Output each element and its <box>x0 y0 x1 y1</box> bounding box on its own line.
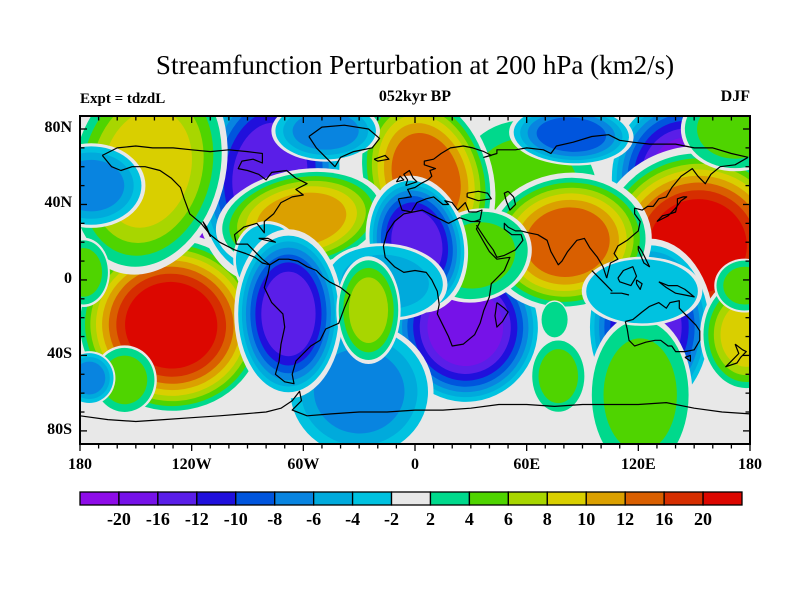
colorbar-label-4: 4 <box>464 509 474 529</box>
colorbar-cell-9 <box>429 491 471 506</box>
colorbar-label--10: -10 <box>223 509 248 529</box>
coastline <box>725 343 747 368</box>
coastline <box>382 209 511 347</box>
coastline <box>308 124 381 168</box>
colorbar-label-8: 8 <box>542 509 552 529</box>
coastline <box>397 196 483 223</box>
colorbar-label--20: -20 <box>106 509 131 529</box>
lon-tick-label-0: 0 <box>411 456 419 473</box>
coastline <box>475 222 608 279</box>
coastline <box>658 281 695 298</box>
anomaly-dateline-equator-east-high <box>714 258 750 313</box>
lat-tick-label-40N: 40N <box>44 194 72 212</box>
colorbar-label-16: 16 <box>655 509 674 529</box>
colorbar-cell-10 <box>468 491 510 506</box>
anomaly-south-australia-high <box>587 314 693 444</box>
colorbar-cell-7 <box>351 491 393 506</box>
colorbar-cell-16 <box>702 491 743 506</box>
coastline <box>617 266 638 287</box>
colorbar-cell-12 <box>546 491 587 506</box>
coastline <box>466 190 492 202</box>
colorbar-label--4: -4 <box>345 509 361 529</box>
colorbar-label--6: -6 <box>306 509 322 529</box>
coastline <box>258 237 276 243</box>
coastline <box>80 390 750 423</box>
lon-tick-label-180: 180 <box>738 456 762 473</box>
anomaly-indonesia-low <box>581 256 703 326</box>
lat-tick-label-80S: 80S <box>47 420 72 438</box>
colorbar-label--12: -12 <box>184 509 209 529</box>
coastline <box>624 300 701 353</box>
coastline <box>637 245 651 268</box>
anomaly-north-pacific-low <box>80 143 146 228</box>
coastline <box>606 156 749 279</box>
anomaly-south-indian-high <box>530 337 587 415</box>
lon-tick-label-180: 180 <box>68 456 92 473</box>
anomaly-indian-ocean-dot-high <box>540 300 569 339</box>
lat-tick-label-0: 0 <box>64 269 72 287</box>
colorbar-cell-11 <box>507 491 548 506</box>
colorbar-cell-0 <box>79 491 120 506</box>
colorbar-cell-1 <box>118 491 159 506</box>
coastline <box>101 155 270 266</box>
colorbar-label-6: 6 <box>503 509 513 529</box>
coastline <box>656 196 688 223</box>
experiment-label: Expt = tdzdL <box>80 91 166 107</box>
colorbar-cell-2 <box>157 491 198 506</box>
anomaly-south-atlantic-high <box>336 256 401 364</box>
coastline <box>494 302 509 328</box>
colorbar-label-12: 12 <box>616 509 635 529</box>
coastline <box>610 292 630 296</box>
colorbar-cell-5 <box>274 491 315 506</box>
anomaly-south-america-low <box>234 229 343 399</box>
colorbar-cell-4 <box>235 491 276 506</box>
colorbar-label--8: -8 <box>267 509 283 529</box>
colorbar-label-2: 2 <box>425 509 435 529</box>
anomaly-dateline-equator-west-high <box>80 237 110 307</box>
colorbar-label-20: 20 <box>694 509 713 529</box>
anomaly-southwest-corner-low <box>80 351 116 405</box>
lon-tick-label-60E: 60E <box>513 456 540 473</box>
coastline <box>503 190 517 211</box>
colorbar-cell-3 <box>196 491 237 506</box>
colorbar-cell-6 <box>312 491 354 506</box>
anomaly-bering-arctic-high <box>680 116 750 172</box>
coastline <box>684 354 692 362</box>
colorbar-label--2: -2 <box>384 509 400 529</box>
colorbar-label-10: 10 <box>577 509 596 529</box>
map-plot <box>79 115 751 451</box>
lon-tick-label-120W: 120W <box>171 456 212 473</box>
anomaly-arctic-russia-low <box>509 116 634 166</box>
coastline <box>398 134 749 200</box>
lat-tick-label-80N: 80N <box>44 119 72 136</box>
coastline <box>635 279 643 290</box>
coastline <box>403 169 418 187</box>
lon-tick-label-60W: 60W <box>287 456 320 473</box>
colorbar <box>79 491 743 506</box>
coastline <box>263 258 351 385</box>
coastline <box>202 221 211 238</box>
plot-title: Streamfunction Perturbation at 200 hPa (… <box>155 50 675 80</box>
colorbar-cell-15 <box>663 491 704 506</box>
colorbar-label--16: -16 <box>145 509 170 529</box>
coastline <box>102 145 308 266</box>
time-label: 052kyr BP <box>378 88 452 105</box>
lat-tick-label-40S: 40S <box>47 345 72 363</box>
colorbar-cell-8 <box>390 491 432 506</box>
season-label: DJF <box>720 88 750 105</box>
colorbar-cell-14 <box>624 491 665 506</box>
coastline <box>373 154 390 162</box>
coastline <box>395 175 405 183</box>
coastline <box>591 270 613 292</box>
lon-tick-label-120E: 120E <box>620 456 656 473</box>
colorbar-cell-13 <box>585 491 626 506</box>
